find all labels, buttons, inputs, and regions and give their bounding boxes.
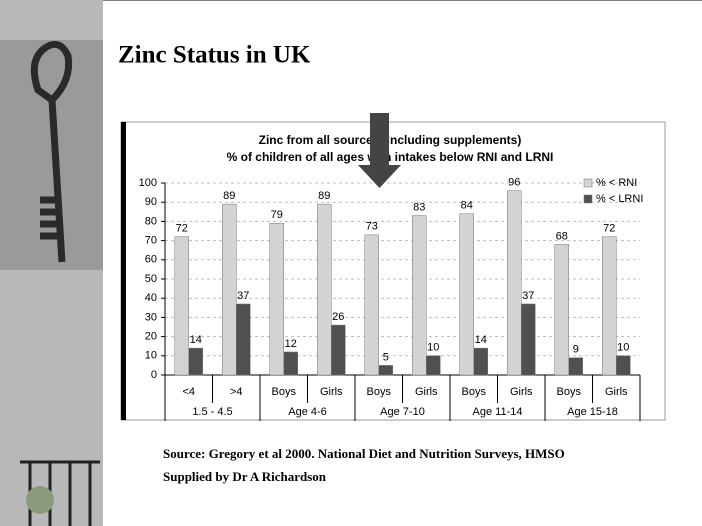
group-label: Age 15-18 (567, 406, 618, 418)
data-label: 89 (223, 190, 235, 202)
bar (189, 348, 203, 375)
y-tick-label: 60 (145, 254, 157, 266)
x-tick-label: Girls (320, 386, 343, 398)
data-label: 37 (522, 290, 534, 302)
data-label: 14 (190, 334, 202, 346)
bar (426, 356, 440, 375)
data-label: 26 (332, 311, 344, 323)
legend-label: % < LRNI (596, 193, 643, 205)
x-tick-label: Girls (605, 386, 628, 398)
x-tick-label: Boys (557, 386, 582, 398)
bar (270, 223, 284, 375)
data-label: 73 (366, 221, 378, 233)
data-label: 5 (383, 351, 389, 363)
y-tick-label: 90 (145, 196, 157, 208)
source-line: Source: Gregory et al 2000. National Die… (163, 446, 565, 461)
data-label: 14 (475, 334, 487, 346)
bar (474, 348, 488, 375)
bar (365, 235, 379, 375)
bar (175, 237, 189, 375)
x-tick-label: <4 (182, 386, 195, 398)
data-label: 79 (271, 209, 283, 221)
data-label: 68 (556, 230, 568, 242)
bar (569, 358, 583, 375)
chart-subtitle: % of children of all ages with intakes b… (227, 150, 554, 164)
chart-title: Zinc from all sources (including supplem… (259, 133, 522, 147)
x-tick-label: Girls (415, 386, 438, 398)
x-tick-label: >4 (230, 386, 243, 398)
data-label: 9 (573, 344, 579, 356)
bar (412, 216, 426, 375)
data-label: 72 (603, 223, 615, 235)
legend-label: % < RNI (596, 177, 637, 189)
x-tick-label: Girls (510, 386, 533, 398)
y-tick-label: 40 (145, 292, 157, 304)
page: Zinc Status in UK Zinc from all sources … (0, 0, 702, 526)
y-tick-label: 10 (145, 350, 157, 362)
x-tick-label: Boys (367, 386, 392, 398)
group-label: Age 11-14 (473, 406, 523, 418)
data-label: 10 (427, 342, 439, 354)
bar (236, 304, 250, 375)
data-label: 37 (237, 290, 249, 302)
y-tick-label: 50 (145, 273, 157, 285)
y-tick-label: 70 (145, 235, 157, 247)
bar (507, 191, 521, 375)
data-label: 84 (461, 200, 473, 212)
data-label: 83 (413, 202, 425, 214)
bar (317, 204, 331, 375)
bar (460, 214, 474, 375)
source-line: Supplied by Dr A Richardson (163, 469, 327, 484)
legend-swatch (584, 195, 592, 203)
data-label: 12 (285, 338, 297, 350)
legend-swatch (584, 179, 592, 187)
bar (379, 365, 393, 375)
group-label: 1.5 - 4.5 (192, 406, 232, 418)
data-label: 96 (508, 177, 520, 189)
bar (331, 325, 345, 375)
group-label: Age 7-10 (380, 406, 425, 418)
bar (555, 244, 569, 375)
y-tick-label: 100 (139, 177, 157, 189)
chart-frame-edge (121, 122, 126, 420)
bar (616, 356, 630, 375)
x-tick-label: Boys (272, 386, 297, 398)
data-label: 10 (617, 342, 629, 354)
bar (602, 237, 616, 375)
data-label: 72 (176, 223, 188, 235)
bar (284, 352, 298, 375)
bar (521, 304, 535, 375)
bar (222, 204, 236, 375)
data-label: 89 (318, 190, 330, 202)
y-tick-label: 80 (145, 215, 157, 227)
y-tick-label: 30 (145, 311, 157, 323)
y-tick-label: 20 (145, 331, 157, 343)
group-label: Age 4-6 (288, 406, 327, 418)
slide: Zinc Status in UK Zinc from all sources … (0, 0, 702, 526)
x-tick-label: Boys (462, 386, 487, 398)
y-tick-label: 0 (151, 369, 157, 381)
slide-title: Zinc Status in UK (118, 42, 311, 69)
